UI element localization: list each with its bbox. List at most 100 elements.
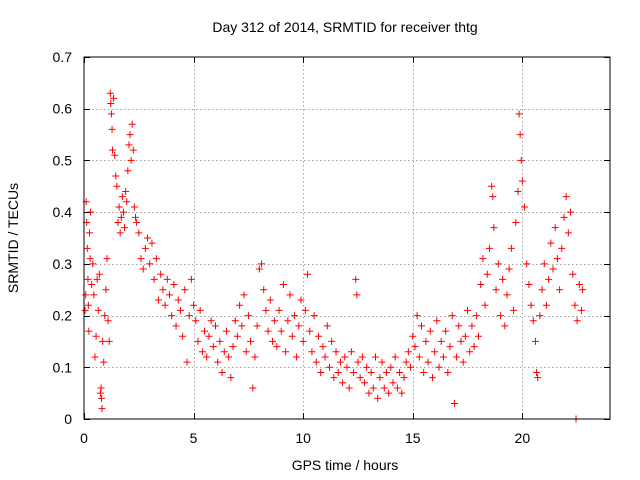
data-point — [389, 379, 397, 387]
data-point — [198, 348, 206, 356]
data-point — [108, 125, 116, 133]
data-point — [578, 306, 586, 314]
data-point — [288, 332, 296, 340]
data-point — [459, 358, 467, 366]
data-point — [201, 327, 209, 335]
data-point — [415, 353, 423, 361]
data-point — [161, 301, 169, 309]
data-point — [325, 363, 333, 371]
x-tick-label: 5 — [190, 430, 198, 446]
data-point — [227, 374, 235, 382]
data-point — [382, 368, 390, 376]
data-point — [124, 167, 132, 175]
data-point — [315, 332, 323, 340]
data-point — [117, 213, 125, 221]
data-point — [86, 255, 94, 263]
data-point — [203, 353, 211, 361]
data-point — [371, 353, 379, 361]
data-point — [170, 281, 178, 289]
data-point — [84, 301, 92, 309]
data-point — [545, 275, 553, 283]
data-point — [534, 374, 542, 382]
data-point — [361, 379, 369, 387]
data-point — [422, 337, 430, 345]
data-point — [319, 343, 327, 351]
data-point — [129, 146, 137, 154]
data-point — [114, 218, 122, 226]
data-point — [420, 368, 428, 376]
y-tick-label: 0 — [64, 411, 72, 427]
data-point — [369, 384, 377, 392]
data-point — [433, 317, 441, 325]
data-point — [107, 110, 115, 118]
data-point — [515, 110, 523, 118]
data-point — [444, 368, 452, 376]
data-point — [236, 301, 244, 309]
data-point — [229, 343, 237, 351]
data-point — [353, 291, 361, 299]
data-point — [157, 270, 165, 278]
data-point — [439, 353, 447, 361]
data-point — [258, 260, 266, 268]
data-point — [96, 389, 104, 397]
data-point — [343, 363, 351, 371]
data-point — [365, 389, 373, 397]
data-point — [214, 358, 222, 366]
data-point — [94, 306, 102, 314]
data-point — [196, 306, 204, 314]
data-point — [435, 363, 443, 371]
data-point — [251, 353, 259, 361]
data-point — [176, 306, 184, 314]
data-point — [510, 306, 518, 314]
data-point — [518, 177, 526, 185]
data-point — [527, 301, 535, 309]
data-point — [299, 337, 307, 345]
data-point — [165, 291, 173, 299]
data-point — [479, 255, 487, 263]
data-point — [264, 327, 272, 335]
data-point — [137, 255, 145, 263]
data-point — [119, 208, 127, 216]
data-point — [437, 337, 445, 345]
data-point — [98, 405, 106, 413]
data-point — [105, 337, 113, 345]
data-point — [431, 348, 439, 356]
data-point — [413, 312, 421, 320]
data-point — [468, 322, 476, 330]
data-point — [352, 275, 360, 283]
x-tick-label: 15 — [405, 430, 421, 446]
data-point — [428, 374, 436, 382]
data-point — [216, 337, 224, 345]
data-point — [118, 193, 126, 201]
data-point — [295, 322, 303, 330]
data-point — [88, 281, 96, 289]
x-tick-label: 20 — [515, 430, 531, 446]
data-point — [461, 332, 469, 340]
data-point — [470, 343, 478, 351]
data-point — [332, 348, 340, 356]
data-point — [571, 301, 579, 309]
data-point — [113, 182, 121, 190]
data-point — [560, 213, 568, 221]
y-tick-label: 0.5 — [53, 152, 73, 168]
data-point — [483, 270, 491, 278]
data-point — [181, 286, 189, 294]
data-point — [187, 275, 195, 283]
data-point — [499, 275, 507, 283]
data-point — [507, 244, 515, 252]
data-point — [107, 100, 115, 108]
data-point — [475, 332, 482, 340]
data-point — [132, 213, 140, 221]
data-point — [567, 208, 575, 216]
data-point — [376, 374, 384, 382]
data-point — [575, 281, 583, 289]
data-point — [185, 312, 193, 320]
data-point — [404, 348, 412, 356]
data-point — [457, 337, 465, 345]
data-point — [152, 255, 160, 263]
data-point — [358, 353, 366, 361]
data-point — [116, 229, 124, 237]
data-point — [106, 89, 114, 97]
data-point — [398, 389, 406, 397]
data-point — [100, 358, 108, 366]
